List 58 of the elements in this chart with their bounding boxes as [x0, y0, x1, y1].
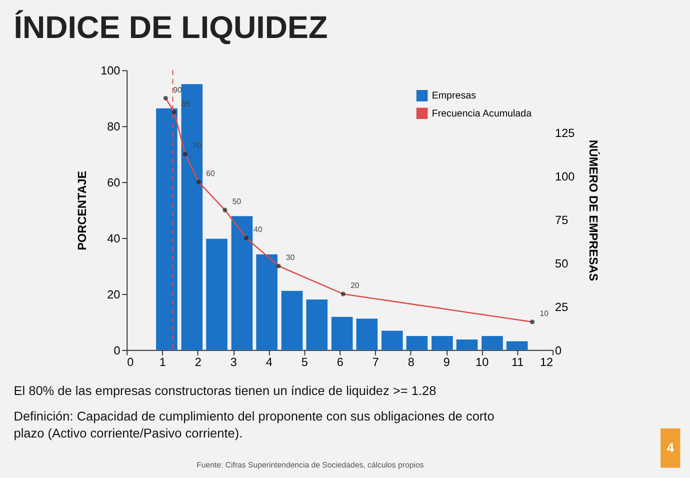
bar — [181, 84, 203, 350]
x-tick-label: 12 — [540, 356, 554, 370]
y2-tick-label: 25 — [555, 300, 569, 314]
bar — [281, 290, 303, 350]
bar — [331, 316, 353, 350]
y2-tick-label: 50 — [555, 257, 569, 270]
y2-tick-label: 75 — [555, 214, 569, 228]
text: Definición: Capacidad de cumplimiento del proponente con sus obligaciones de corto plazo (Activo corriente/Pasivo corriente). — [14, 408, 494, 440]
source-note: Fuente: Cifras Superintendencia de Sociedades, cálculos propios — [196, 460, 424, 470]
bar — [381, 330, 403, 350]
data-label: 20 — [350, 281, 360, 290]
bar — [482, 336, 503, 350]
x-tick-label: 5 — [301, 356, 308, 370]
x-tick-label: 3 — [230, 356, 238, 370]
y-tick-label: 80 — [107, 120, 121, 134]
y2-tick-label: 0 — [555, 344, 562, 358]
x-tick-label: 10 — [476, 356, 490, 370]
text: 4 — [666, 440, 675, 455]
legend-label: Frecuencia Acumulada — [432, 108, 532, 120]
data-label: 40 — [254, 225, 264, 234]
data-label: 50 — [232, 197, 242, 206]
bar — [206, 238, 228, 350]
bar — [306, 300, 328, 350]
y2-tick-label: 125 — [555, 127, 576, 140]
x-tick-label: 0 — [127, 356, 134, 370]
data-label: 90 — [173, 85, 182, 94]
data-label: 85 — [182, 99, 191, 108]
bar — [406, 336, 428, 350]
y-axis-title: PORCENTAJE — [76, 170, 89, 250]
legend-label: Empresas — [432, 90, 476, 102]
y-tick-label: 60 — [107, 176, 121, 190]
y2-axis-title: NÚMERO DE EMPRESAS — [586, 140, 600, 282]
bar — [456, 339, 478, 350]
bar — [156, 108, 178, 350]
bar — [231, 216, 253, 350]
data-label: 70 — [192, 141, 202, 150]
chart-title: ÍNDICE DE LIQUIDEZ — [14, 10, 328, 45]
y-tick-label: 40 — [107, 232, 121, 246]
x-tick-label: 9 — [443, 356, 450, 370]
data-label: 30 — [286, 253, 296, 262]
y-tick-label: 0 — [114, 344, 121, 358]
bar — [356, 318, 378, 350]
x-tick-label: 11 — [511, 356, 524, 370]
y-tick-label: 100 — [100, 64, 121, 78]
x-tick-label: 8 — [408, 356, 415, 370]
x-tick-label: 6 — [336, 356, 344, 370]
bar — [256, 254, 278, 350]
bar — [506, 341, 528, 350]
x-tick-label: 1 — [159, 356, 166, 370]
x-tick-label: 2 — [194, 356, 202, 370]
data-label: 60 — [206, 169, 216, 178]
text: El 80% de las empresas constructoras tienen un índice de liquidez >= 1.28 — [14, 383, 436, 398]
x-tick-label: 4 — [266, 356, 273, 370]
y-tick-label: 20 — [107, 288, 121, 302]
data-label: 10 — [540, 309, 550, 318]
y2-tick-label: 100 — [555, 170, 576, 184]
x-tick-label: 7 — [372, 356, 379, 370]
bar — [432, 336, 453, 350]
